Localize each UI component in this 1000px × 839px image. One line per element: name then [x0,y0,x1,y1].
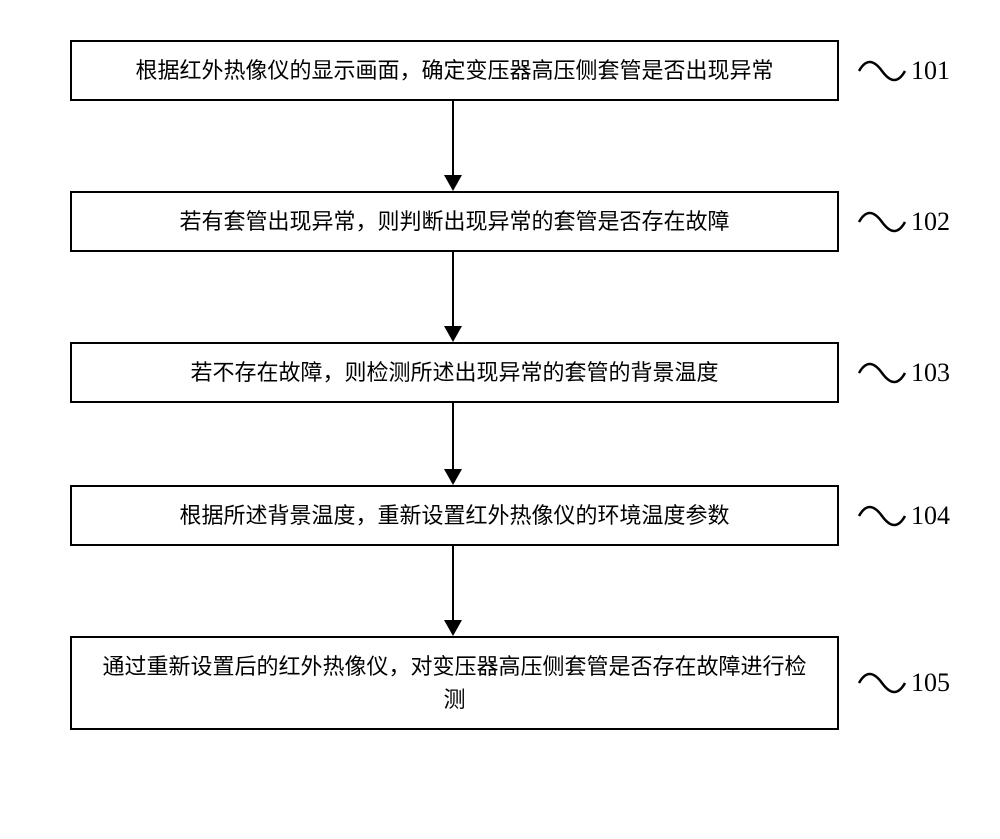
step-label: 105 [911,668,950,698]
label-group-103: 103 [857,353,950,393]
label-group-101: 101 [857,51,950,91]
step-box-101: 根据红外热像仪的显示画面，确定变压器高压侧套管是否出现异常 [70,40,839,101]
step-row-103: 若不存在故障，则检测所述出现异常的套管的背景温度 103 [50,342,950,403]
arrow-down-icon [452,101,454,191]
curve-connector-icon [857,663,907,703]
label-group-104: 104 [857,496,950,536]
step-label: 101 [911,56,950,86]
curve-connector-icon [857,496,907,536]
step-text: 通过重新设置后的红外热像仪，对变压器高压侧套管是否存在故障进行检测 [96,650,813,716]
flowchart-container: 根据红外热像仪的显示画面，确定变压器高压侧套管是否出现异常 101 若有套管出现… [50,40,950,730]
step-box-104: 根据所述背景温度，重新设置红外热像仪的环境温度参数 [70,485,839,546]
curve-connector-icon [857,202,907,242]
step-text: 若不存在故障，则检测所述出现异常的套管的背景温度 [190,356,718,389]
step-box-103: 若不存在故障，则检测所述出现异常的套管的背景温度 [70,342,839,403]
arrow-down-icon [452,546,454,636]
step-row-102: 若有套管出现异常，则判断出现异常的套管是否存在故障 102 [50,191,950,252]
step-box-102: 若有套管出现异常，则判断出现异常的套管是否存在故障 [70,191,839,252]
step-label: 102 [911,207,950,237]
step-row-101: 根据红外热像仪的显示画面，确定变压器高压侧套管是否出现异常 101 [50,40,950,101]
step-text: 根据红外热像仪的显示画面，确定变压器高压侧套管是否出现异常 [135,54,773,87]
label-group-105: 105 [857,663,950,703]
label-group-102: 102 [857,202,950,242]
step-row-105: 通过重新设置后的红外热像仪，对变压器高压侧套管是否存在故障进行检测 105 [50,636,950,730]
arrow-down-icon [452,252,454,342]
curve-connector-icon [857,353,907,393]
step-label: 104 [911,501,950,531]
curve-connector-icon [857,51,907,91]
step-text: 根据所述背景温度，重新设置红外热像仪的环境温度参数 [179,499,729,532]
arrow-down-icon [452,403,454,485]
step-text: 若有套管出现异常，则判断出现异常的套管是否存在故障 [179,205,729,238]
step-label: 103 [911,358,950,388]
step-box-105: 通过重新设置后的红外热像仪，对变压器高压侧套管是否存在故障进行检测 [70,636,839,730]
step-row-104: 根据所述背景温度，重新设置红外热像仪的环境温度参数 104 [50,485,950,546]
